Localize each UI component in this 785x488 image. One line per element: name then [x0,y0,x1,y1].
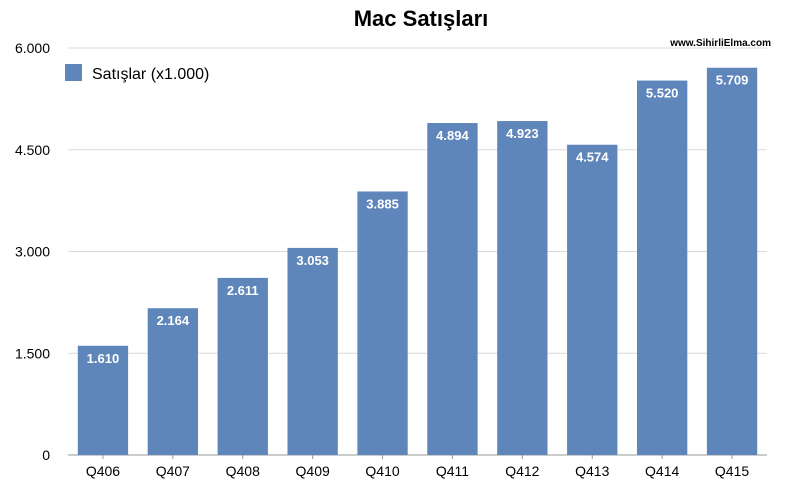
bar [287,247,338,455]
x-tick-label: Q413 [575,463,609,479]
watermark: www.SihirliElma.com [669,38,771,49]
data-label: 2.611 [227,283,259,298]
bar [427,123,478,455]
y-tick-label: 6.000 [15,40,50,56]
x-tick-label: Q410 [365,463,399,479]
bar [567,144,618,455]
legend-label: Satışlar (x1.000) [92,66,209,83]
bar [77,345,129,455]
data-label: 1.610 [87,351,120,366]
x-tick-label: Q414 [645,463,679,479]
data-label: 5.709 [716,73,749,88]
bar [636,80,688,455]
data-label: 4.923 [506,126,539,141]
data-label: 3.053 [296,253,329,268]
x-tick-label: Q407 [156,463,190,479]
bar [357,191,408,455]
y-tick-label: 0 [42,447,50,463]
data-label: 3.885 [366,196,399,211]
legend: Satışlar (x1.000) [65,64,209,83]
x-tick-label: Q412 [505,463,539,479]
bar [497,121,548,455]
x-tick-label: Q408 [226,463,260,479]
y-tick-label: 4.500 [15,142,50,158]
bar [147,308,199,455]
data-label: 2.164 [157,313,190,328]
y-tick-label: 3.000 [15,244,50,260]
data-label: 4.574 [576,150,609,165]
bar [217,277,268,455]
x-tick-label: Q406 [86,463,120,479]
data-label: 5.520 [646,86,679,101]
x-axis: Q406 Q407 Q408 Q409 Q410 Q411 Q412 Q413 Q414 Q415 [86,455,749,479]
x-tick-label: Q409 [296,463,330,479]
legend-swatch [65,64,82,81]
y-axis: 0 1.500 3.000 4.500 6.000 [15,40,50,463]
x-tick-label: Q415 [715,463,749,479]
x-tick-label: Q411 [436,463,469,479]
y-tick-label: 1.500 [15,345,50,361]
bar [706,67,758,455]
data-label: 4.894 [436,128,469,143]
bars: 1.610 2.164 2.611 3.053 3.885 4.894 4.923 4.574… [77,67,758,455]
chart-title: Mac Satışları [354,6,489,31]
